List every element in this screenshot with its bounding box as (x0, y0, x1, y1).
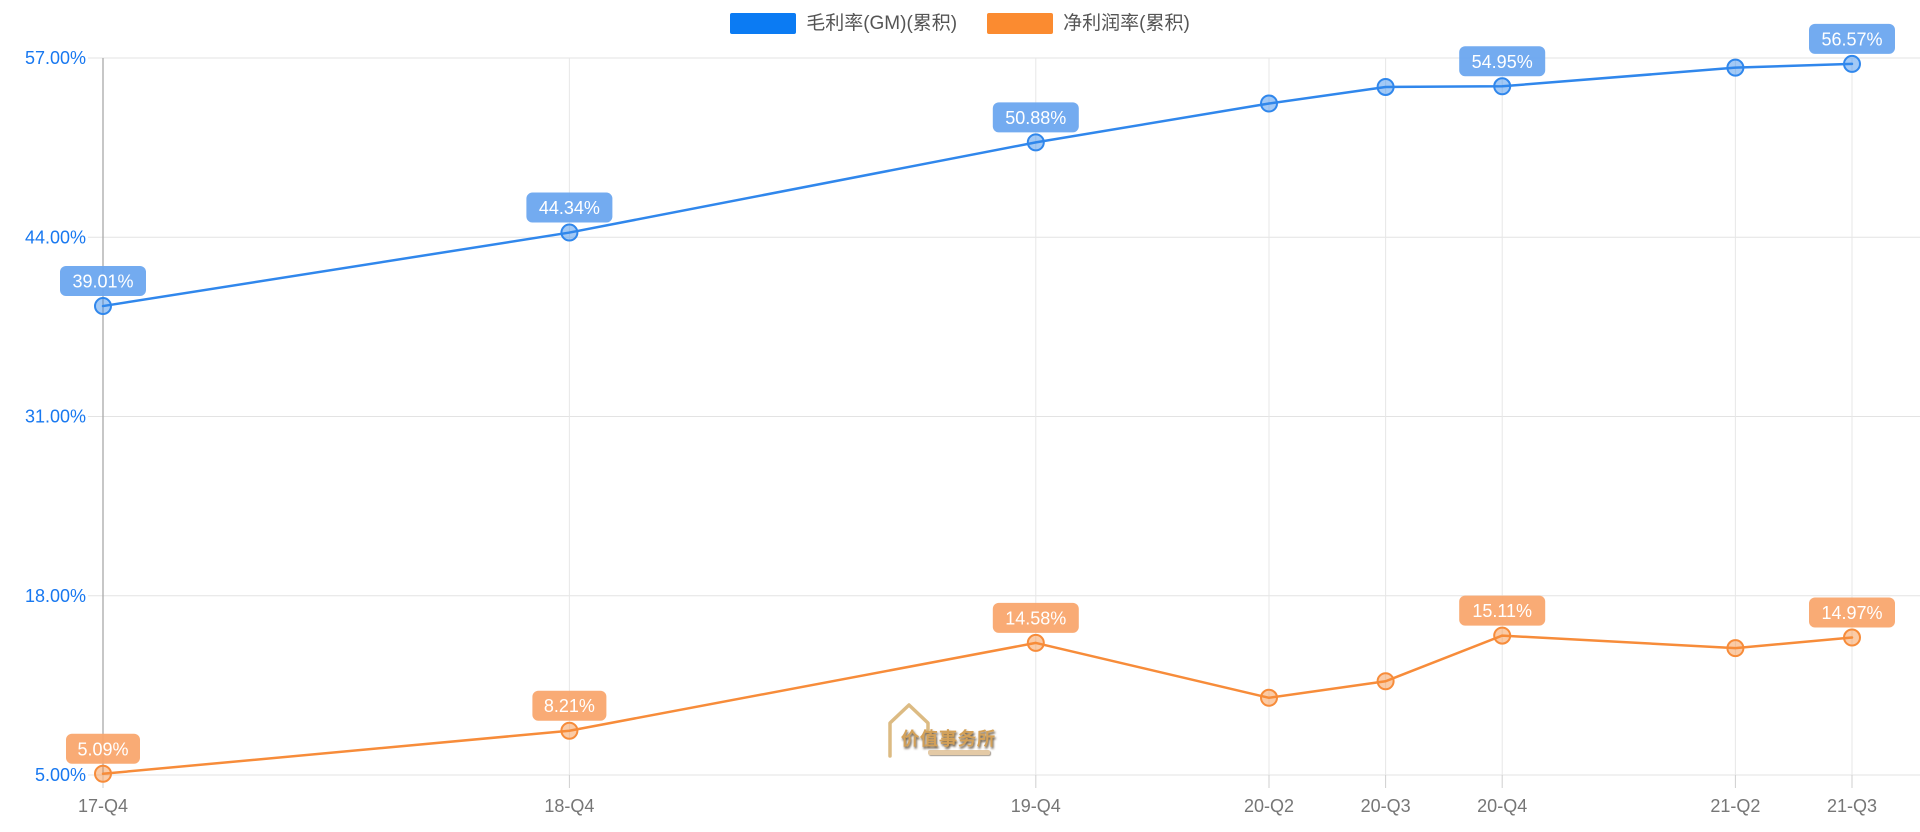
data-point-badge (1809, 597, 1895, 628)
x-axis-label: 17-Q4 (78, 796, 128, 816)
x-axis-label: 20-Q3 (1361, 796, 1411, 816)
y-axis-label: 18.00% (25, 586, 86, 606)
data-point-marker[interactable] (1376, 672, 1395, 691)
data-point-badge (992, 602, 1079, 633)
data-point-badge-label: 14.97% (1821, 603, 1882, 623)
legend-item-net-margin[interactable]: 净利润率(累积) (987, 13, 1190, 34)
data-point-marker[interactable] (1843, 628, 1861, 647)
y-axis-label: 5.00% (35, 765, 86, 785)
legend-swatch-net-margin (987, 13, 1054, 34)
x-axis-label: 21-Q2 (1710, 796, 1760, 816)
data-point-marker[interactable] (1726, 58, 1745, 77)
legend-item-gross-margin[interactable]: 毛利率(GM)(累积) (730, 13, 957, 34)
data-point-badge-label: 44.34% (539, 198, 600, 218)
data-point-marker[interactable] (94, 297, 112, 316)
x-axis-label: 18-Q4 (544, 796, 594, 816)
data-point-badge (526, 192, 613, 223)
data-point-marker[interactable] (1843, 54, 1861, 73)
data-point-marker[interactable] (1493, 77, 1512, 96)
data-point-marker[interactable] (560, 223, 579, 242)
legend-label-net-margin: 净利润率(累积) (1063, 13, 1190, 34)
legend-swatch-gross-margin (730, 13, 797, 34)
data-point-badge (992, 102, 1079, 133)
series-line-1 (101, 634, 1854, 776)
data-point-badge-label: 50.88% (1005, 108, 1066, 128)
data-point-marker[interactable] (1026, 133, 1045, 152)
data-point-marker[interactable] (1726, 639, 1745, 658)
x-axis-label: 20-Q4 (1477, 796, 1527, 816)
y-axis-label: 57.00% (25, 48, 86, 68)
data-point-badge (1459, 595, 1546, 626)
data-point-badge (532, 690, 607, 721)
data-point-badge (1809, 23, 1895, 54)
data-point-marker[interactable] (1376, 77, 1395, 96)
data-point-badge (1459, 46, 1546, 77)
x-axis-label: 21-Q3 (1827, 796, 1877, 816)
data-point-marker[interactable] (560, 721, 579, 740)
data-point-marker[interactable] (94, 764, 112, 783)
data-point-badge-label: 39.01% (72, 272, 133, 292)
data-point-badge-label: 5.09% (77, 739, 128, 759)
data-point-marker[interactable] (1026, 633, 1045, 652)
y-axis-label: 31.00% (25, 407, 86, 427)
data-point-badge-label: 15.11% (1472, 601, 1532, 621)
data-point-marker[interactable] (1260, 688, 1278, 707)
chart-legend: 毛利率(GM)(累积) 净利润率(累积) (0, 13, 1920, 34)
data-point-badge-label: 14.58% (1005, 608, 1066, 628)
x-axis-label: 20-Q2 (1244, 796, 1294, 816)
y-axis-label: 44.00% (25, 227, 86, 247)
data-point-marker[interactable] (1260, 94, 1278, 113)
data-point-badge (60, 266, 146, 297)
series-line-0 (101, 62, 1854, 308)
data-point-badge (66, 733, 140, 764)
x-axis-label: 19-Q4 (1011, 796, 1061, 816)
data-point-badge-label: 54.95% (1472, 52, 1533, 72)
data-point-badge-label: 56.57% (1821, 29, 1882, 49)
data-point-badge-label: 8.21% (544, 696, 595, 716)
legend-label-gross-margin: 毛利率(GM)(累积) (806, 13, 958, 34)
data-point-marker[interactable] (1493, 626, 1512, 645)
